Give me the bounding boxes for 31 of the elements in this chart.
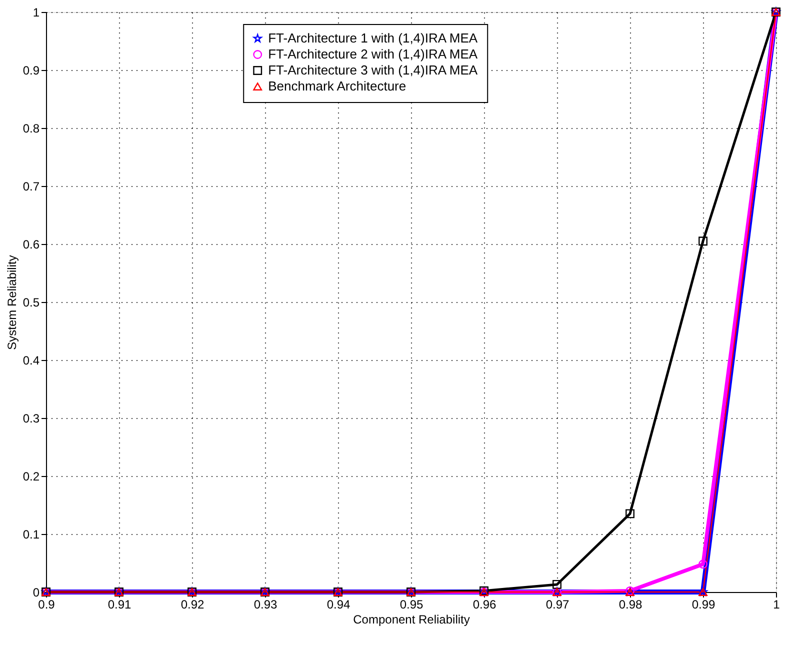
y-tick-label: 1 bbox=[32, 6, 40, 20]
x-tick-label: 0.96 bbox=[472, 598, 496, 612]
legend-label: Benchmark Architecture bbox=[268, 78, 406, 94]
y-axis-title: System Reliability bbox=[4, 255, 19, 350]
y-tick-label: 0.2 bbox=[22, 470, 40, 484]
point bbox=[698, 236, 708, 246]
x-axis-title: Component Reliability bbox=[353, 612, 470, 626]
y-tick-label: 0.8 bbox=[22, 122, 40, 136]
x-tick-label: 0.93 bbox=[254, 598, 278, 612]
y-tick-label: 0 bbox=[32, 586, 40, 600]
x-tick-label: 0.94 bbox=[326, 598, 350, 612]
x-tick-label: 0.99 bbox=[692, 598, 716, 612]
x-tick-label: 1 bbox=[773, 598, 780, 612]
y-tick-label: 0.5 bbox=[22, 296, 40, 310]
point bbox=[626, 509, 634, 518]
x-tick-label: 0.95 bbox=[400, 598, 424, 612]
point bbox=[698, 560, 708, 569]
x-tick-label: 0.92 bbox=[180, 598, 204, 612]
legend-label: FT-Architecture 3 with (1,4)IRA MEA bbox=[268, 62, 478, 78]
point bbox=[552, 580, 562, 589]
y-tick-label: 0.3 bbox=[22, 412, 40, 426]
x-tick-label: 0.98 bbox=[618, 598, 642, 612]
y-tick-label: 0.7 bbox=[22, 180, 40, 194]
y-tick-label: 0.1 bbox=[22, 528, 40, 542]
x-tick-label: 0.97 bbox=[546, 598, 570, 612]
legend-label: FT-Architecture 2 with (1,4)IRA MEA bbox=[268, 46, 478, 62]
y-tick-label: 0.6 bbox=[22, 238, 40, 252]
x-tick-label: 0.91 bbox=[108, 598, 132, 612]
y-tick-label: 0.4 bbox=[22, 354, 40, 368]
y-tick-label: 0.9 bbox=[22, 64, 40, 78]
legend-label: FT-Architecture 1 with (1,4)IRA MEA bbox=[268, 30, 478, 46]
